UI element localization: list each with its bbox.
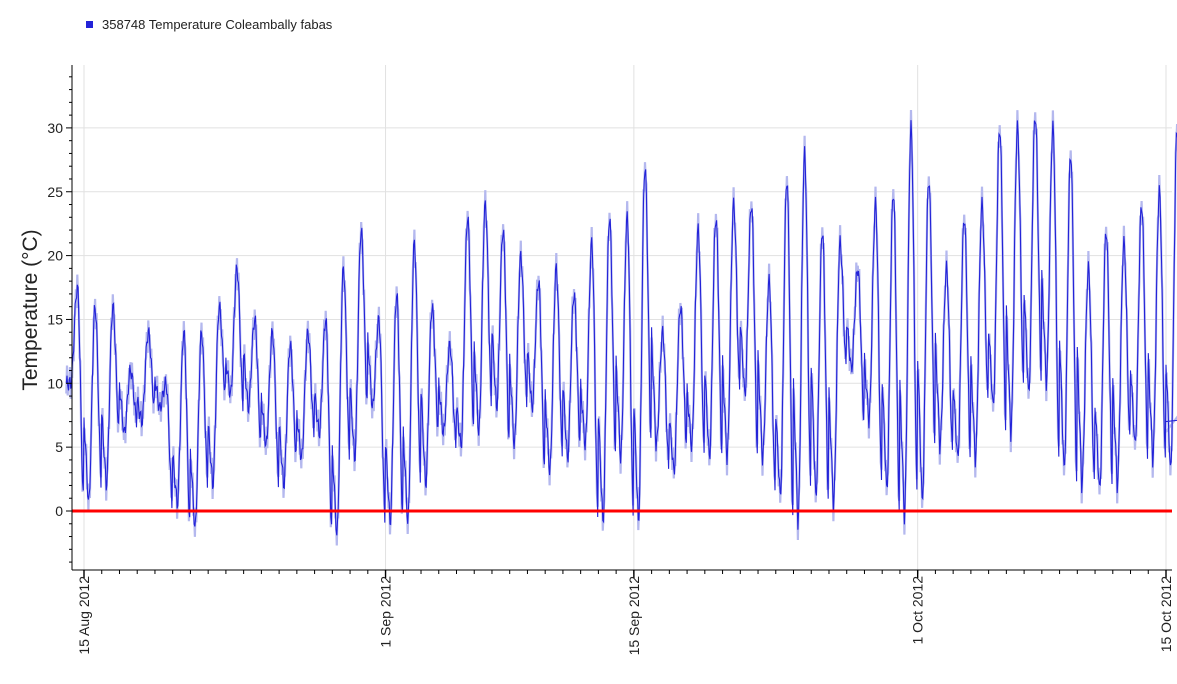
series-band-path	[65, 109, 1177, 546]
y-tick-label: 10	[47, 375, 63, 391]
y-tick-label: 25	[47, 184, 63, 200]
y-tick-label: 20	[47, 248, 63, 264]
y-ticks: 0 5 10 15 20 25 30	[47, 76, 72, 563]
x-tick-label: 15 Aug 2012	[76, 576, 92, 655]
y-tick-label: 0	[55, 503, 63, 519]
legend: 358748 Temperature Coleambally fabas	[86, 14, 332, 34]
x-ticks: 15 Aug 2012 1 Sep 2012 15 Sep 2012 1 Oct 20…	[76, 570, 1174, 655]
series-band	[65, 109, 1177, 546]
legend-label: 358748 Temperature Coleambally fabas	[102, 16, 333, 32]
x-tick-label: 1 Sep 2012	[378, 576, 394, 648]
legend-swatch	[86, 20, 93, 28]
x-tick-label: 15 Oct 2012	[1158, 576, 1174, 652]
y-tick-label: 5	[55, 439, 63, 455]
x-tick-label: 15 Sep 2012	[626, 576, 642, 656]
y-axis-label: Temperature (°C)	[19, 229, 42, 390]
y-tick-label: 30	[47, 120, 63, 136]
x-tick-label: 1 Oct 2012	[910, 576, 926, 645]
series-line-path	[65, 120, 1177, 536]
series-line	[65, 120, 1177, 536]
y-tick-label: 15	[47, 311, 63, 327]
